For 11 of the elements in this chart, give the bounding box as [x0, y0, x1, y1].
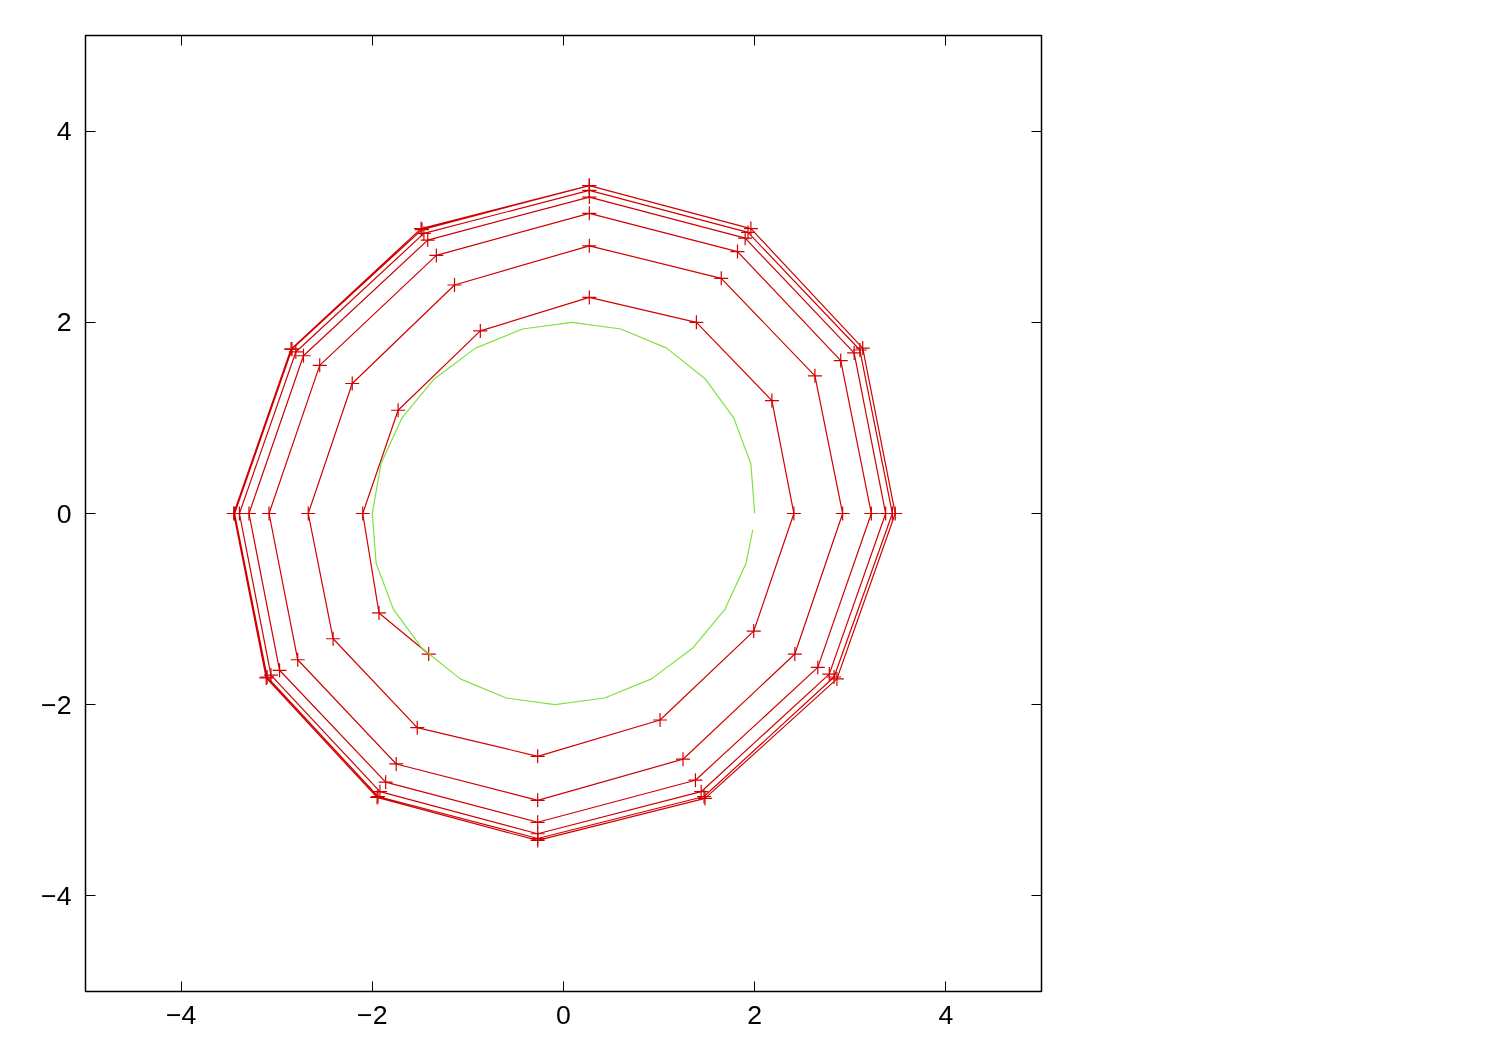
y-tick-label: −4	[41, 880, 72, 911]
x-tick-label: 0	[556, 999, 571, 1030]
y-tick-label: 2	[56, 307, 72, 338]
y-tick-label: 4	[56, 116, 72, 147]
line-series	[371, 321, 756, 706]
x-tick-label: −2	[357, 999, 388, 1030]
x-tick-label: 2	[747, 999, 763, 1030]
y-tick-label: −2	[41, 689, 72, 720]
x-tick-label: 4	[938, 999, 954, 1030]
y-tick-label: 0	[56, 498, 72, 529]
x-tick-label: −4	[165, 999, 197, 1030]
